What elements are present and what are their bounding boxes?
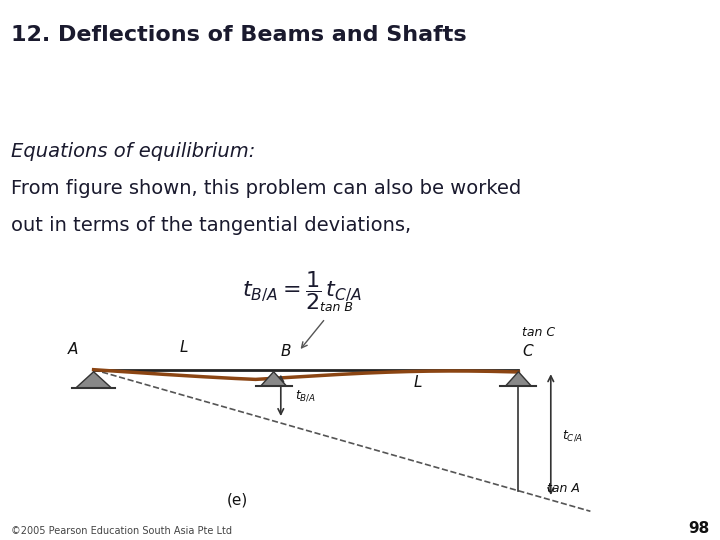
Text: C: C — [522, 345, 533, 360]
Text: (e): (e) — [227, 492, 248, 507]
Polygon shape — [76, 372, 112, 388]
Text: $t_{B/A} = \dfrac{1}{2}\,t_{C/A}$: $t_{B/A} = \dfrac{1}{2}\,t_{C/A}$ — [243, 269, 362, 312]
Text: EXAMPLE 12.20 (SOLN): EXAMPLE 12.20 (SOLN) — [11, 88, 338, 112]
Text: B: B — [281, 345, 292, 360]
Text: tan B: tan B — [320, 301, 354, 314]
Text: A: A — [68, 342, 78, 357]
Text: tan A: tan A — [547, 482, 580, 495]
Polygon shape — [505, 372, 531, 386]
Text: L: L — [179, 340, 188, 355]
Text: 98: 98 — [688, 521, 709, 536]
Text: out in terms of the tangential deviations,: out in terms of the tangential deviation… — [11, 216, 411, 235]
Text: Equations of equilibrium:: Equations of equilibrium: — [11, 142, 255, 161]
Text: 12. Deflections of Beams and Shafts: 12. Deflections of Beams and Shafts — [11, 25, 467, 45]
Polygon shape — [261, 372, 287, 386]
Text: L: L — [413, 375, 422, 390]
Text: $t_{C/A}$: $t_{C/A}$ — [562, 428, 583, 443]
Text: $t_{B/A}$: $t_{B/A}$ — [295, 389, 317, 403]
Text: tan C: tan C — [522, 326, 555, 339]
Text: From figure shown, this problem can also be worked: From figure shown, this problem can also… — [11, 179, 521, 198]
Text: ©2005 Pearson Education South Asia Pte Ltd: ©2005 Pearson Education South Asia Pte L… — [11, 526, 232, 536]
